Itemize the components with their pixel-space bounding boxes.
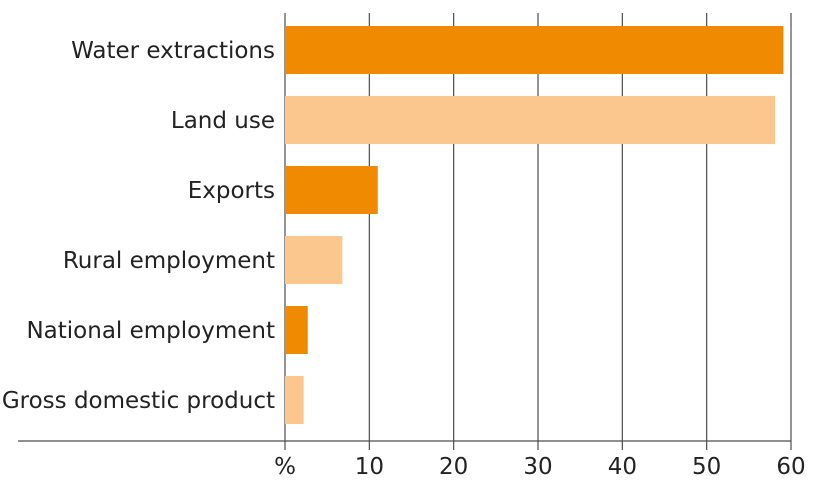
x-tick-label-10: 10	[355, 454, 384, 480]
bar-rural-employment	[285, 236, 343, 284]
x-tick-label-50: 50	[692, 454, 721, 480]
bar-gross-domestic-product	[285, 376, 304, 424]
category-label-exports: Exports	[188, 178, 275, 204]
bar-national-employment	[285, 306, 308, 354]
grid-lines	[18, 13, 792, 450]
category-label-water-extractions: Water extractions	[71, 38, 275, 64]
x-tick-label-20: 20	[439, 454, 468, 480]
x-axis-unit-label: %	[274, 454, 296, 480]
category-label-rural-employment: Rural employment	[63, 248, 275, 274]
category-label-national-employment: National employment	[26, 318, 275, 344]
x-tick-labels: 10 20 30 40 50 60	[355, 454, 806, 480]
bar-land-use	[285, 96, 775, 144]
bar-water-extractions	[285, 26, 784, 74]
category-label-gross-domestic-product: Gross domestic product	[2, 388, 275, 414]
x-tick-label-40: 40	[608, 454, 637, 480]
bar-exports	[285, 166, 378, 214]
bars	[285, 26, 784, 424]
x-tick-label-60: 60	[776, 454, 805, 480]
category-labels: Water extractions Land use Exports Rural em…	[2, 38, 275, 414]
category-label-land-use: Land use	[171, 108, 275, 134]
x-tick-label-30: 30	[523, 454, 552, 480]
